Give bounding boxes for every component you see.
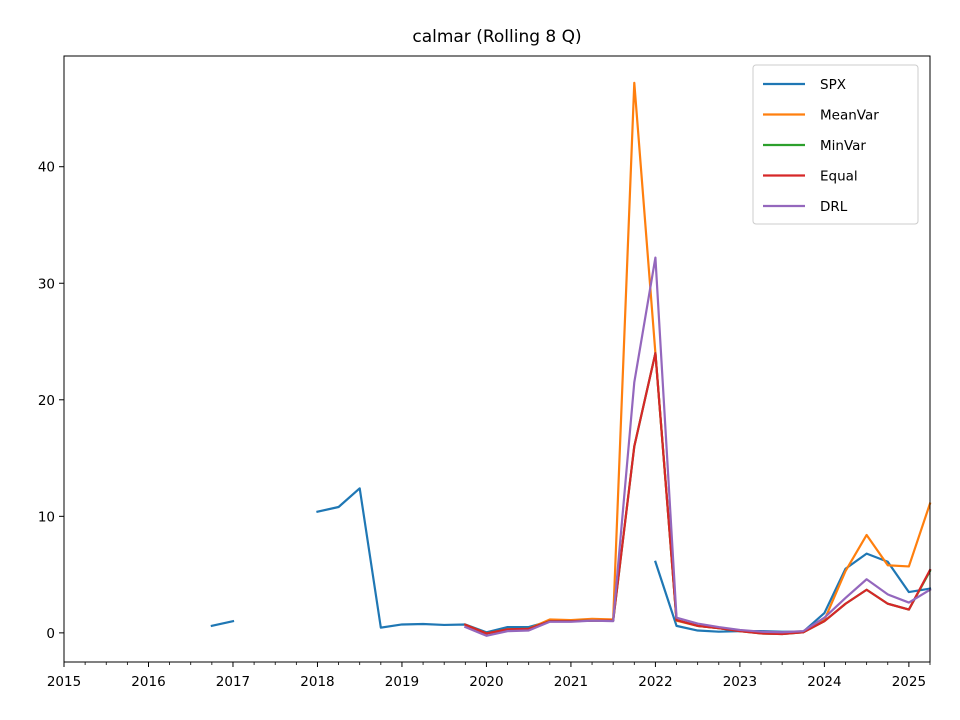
- y-tick-label: 10: [38, 509, 55, 525]
- x-tick-label: 2018: [300, 674, 334, 690]
- x-tick-label: 2022: [638, 674, 672, 690]
- plot-frame: [63, 55, 931, 663]
- y-tick-label: 30: [38, 276, 55, 292]
- y-tick-label: 0: [46, 626, 55, 642]
- series-line-drl: [463, 256, 932, 637]
- x-tick-label: 2025: [892, 674, 926, 690]
- x-axis: 2015 2016 2017 2018 2019 2020 2021 2022 2023 2024…: [47, 662, 931, 690]
- legend-label-minvar: MinVar: [820, 138, 866, 154]
- legend-box: [752, 64, 919, 225]
- legend-label-equal: Equal: [820, 169, 858, 185]
- y-axis: 0 10 20 30 40: [38, 160, 64, 642]
- y-tick-label: 20: [38, 393, 55, 409]
- legend-label-meanvar: MeanVar: [820, 108, 879, 124]
- x-tick-label: 2021: [554, 674, 588, 690]
- x-tick-label: 2024: [807, 674, 841, 690]
- x-tick-label: 2019: [385, 674, 419, 690]
- chart-title: calmar (Rolling 8 Q): [412, 27, 581, 47]
- y-tick-label: 40: [38, 160, 55, 176]
- x-tick-label: 2015: [47, 674, 81, 690]
- legend-label-spx: SPX: [820, 77, 846, 93]
- legend-label-drl: DRL: [820, 199, 848, 215]
- x-tick-label: 2016: [131, 674, 165, 690]
- series-layer: [210, 81, 932, 637]
- legend: SPX MeanVar MinVar Equal DRL: [752, 64, 919, 225]
- x-tick-label: 2017: [216, 674, 250, 690]
- x-tick-label: 2020: [469, 674, 503, 690]
- x-tick-label: 2023: [723, 674, 757, 690]
